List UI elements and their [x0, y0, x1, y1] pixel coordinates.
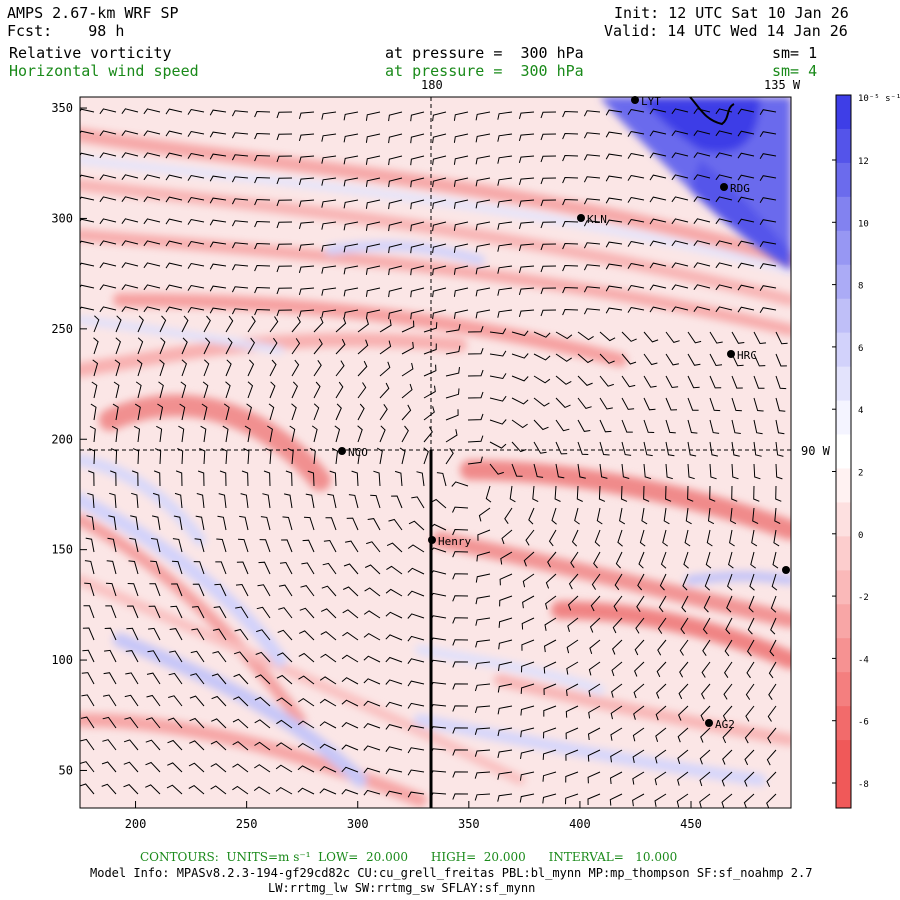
field2-level: at pressure = 300 hPa: [385, 62, 584, 80]
station-label: Henry: [438, 535, 471, 548]
x-tick-label: 200: [125, 817, 147, 831]
lon-label-180: 180: [421, 78, 443, 92]
lon-label-135w: 135 W: [764, 78, 801, 92]
colorbar-swatch: [836, 298, 851, 334]
station-dot: [727, 350, 735, 358]
colorbar-swatch: [836, 400, 851, 436]
colorbar-swatch: [836, 774, 851, 809]
map-axes: 200 250 300 350 400 450 50 100 150 200 250 300 350: [51, 101, 702, 831]
contours-info: CONTOURS: UNITS=m s⁻¹ LOW= 20.000 HIGH= …: [140, 850, 678, 864]
colorbar-tick-label: -8: [858, 780, 869, 790]
field1-level: at pressure = 300 hPa: [385, 44, 584, 62]
colorbar-tick-label: 8: [858, 282, 863, 292]
station-label: RDG: [730, 182, 750, 195]
colorbar-tick-label: 2: [858, 469, 863, 479]
station-dot: [577, 214, 585, 222]
colorbar-swatch: [836, 434, 851, 469]
station-markers: LYT RDG KLN HRC NCO Henry AG2: [338, 95, 790, 731]
colorbar-swatch: [836, 740, 851, 775]
colorbar-swatch: [836, 570, 851, 605]
colorbar-tick-label: 12: [858, 157, 869, 167]
y-tick-label: 50: [59, 763, 73, 777]
colorbar-swatch: [836, 706, 851, 741]
colorbar-swatch: [836, 95, 851, 130]
field2-name: Horizontal wind speed: [9, 62, 199, 80]
init-time: Init: 12 UTC Sat 10 Jan 26: [614, 4, 849, 22]
colorbar-swatch: [836, 604, 851, 639]
vorticity-colorbar: 12 10 8 6 4 2 0 -2 -4 -6 -8: [832, 94, 869, 809]
colorbar-swatch: [836, 536, 851, 571]
station-label: HRC: [737, 349, 757, 362]
field1-smoothing: sm= 1: [772, 44, 818, 62]
station-dot: [705, 719, 713, 727]
station-dot: [720, 183, 728, 191]
colorbar-tick-label: 0: [858, 531, 863, 541]
y-tick-label: 150: [51, 543, 73, 557]
x-tick-label: 400: [569, 817, 591, 831]
colorbar-swatch: [836, 468, 851, 503]
colorbar-tick-label: 10: [858, 219, 869, 229]
x-tick-label: 250: [236, 817, 258, 831]
station-label: NCO: [348, 446, 368, 459]
field1-name: Relative vorticity: [9, 44, 172, 62]
colorbar-swatch: [836, 366, 851, 402]
y-tick-label: 200: [51, 432, 73, 446]
colorbar-swatch: [836, 196, 851, 232]
station-dot: [782, 566, 790, 574]
station-dot: [428, 536, 436, 544]
model-title: AMPS 2.67-km WRF SP: [7, 4, 179, 22]
colorbar-tick-label: -4: [858, 655, 869, 665]
colorbar-frame: [835, 94, 852, 809]
colorbar-tick-label: 4: [858, 406, 863, 416]
colorbar-swatch: [836, 230, 851, 266]
station-label: KLN: [587, 213, 607, 226]
colorbar-swatch: [836, 502, 851, 537]
model-info-physics: LW:rrtmg_lw SW:rrtmg_sw SFLAY:sf_mynn: [268, 881, 536, 895]
y-tick-label: 350: [51, 101, 73, 115]
vorticity-field: [80, 97, 791, 808]
colorbar-swatch: [836, 128, 851, 164]
station-label: AG2: [715, 718, 735, 731]
x-tick-label: 300: [347, 817, 369, 831]
colorbar-tick-label: -2: [858, 593, 869, 603]
colorbar-tick-label: 6: [858, 344, 863, 354]
wind-barbs: [80, 108, 788, 808]
valid-time: Valid: 14 UTC Wed 14 Jan 26: [604, 22, 848, 40]
colorbar-swatch: [836, 638, 851, 673]
y-tick-label: 300: [51, 211, 73, 225]
y-tick-label: 100: [51, 653, 73, 667]
y-tick-label: 250: [51, 322, 73, 336]
x-tick-label: 450: [680, 817, 702, 831]
colorbar-swatch: [836, 672, 851, 707]
colorbar-unit: 10⁻⁵ s⁻¹: [858, 94, 900, 104]
field2-smoothing: sm= 4: [772, 62, 818, 80]
x-tick-label: 350: [458, 817, 480, 831]
lon-label-90w: 90 W: [801, 444, 831, 458]
map-frame: [79, 96, 792, 809]
forecast-hour: Fcst: 98 h: [7, 22, 125, 40]
colorbar-swatch: [836, 264, 851, 300]
station-label: LYT: [641, 95, 661, 108]
colorbar-tick-label: -6: [858, 718, 869, 728]
model-info: Model Info: MPASv8.2.3-194-gf29cd82c CU:…: [90, 866, 813, 880]
station-dot: [631, 96, 639, 104]
station-dot: [338, 447, 346, 455]
colorbar-swatch: [836, 162, 851, 198]
colorbar-swatch: [836, 332, 851, 368]
